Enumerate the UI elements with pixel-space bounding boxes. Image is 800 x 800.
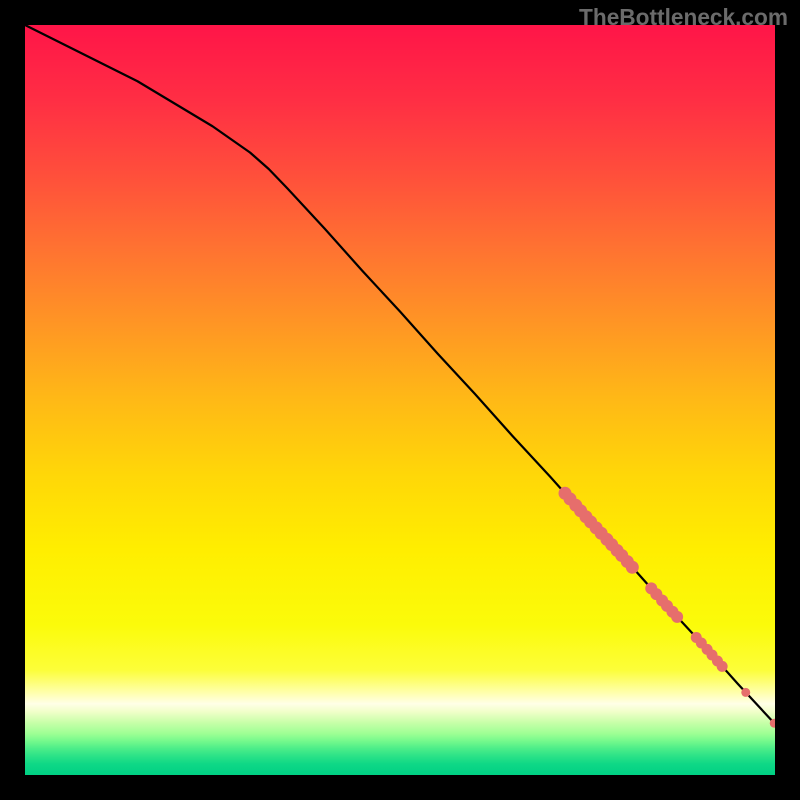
data-marker — [717, 661, 728, 672]
curve-line — [25, 25, 775, 724]
data-marker — [741, 688, 750, 697]
data-marker — [671, 611, 683, 623]
chart-svg — [25, 25, 775, 775]
data-marker — [626, 561, 639, 574]
attribution-label: TheBottleneck.com — [579, 4, 788, 31]
plot-area — [25, 25, 775, 775]
